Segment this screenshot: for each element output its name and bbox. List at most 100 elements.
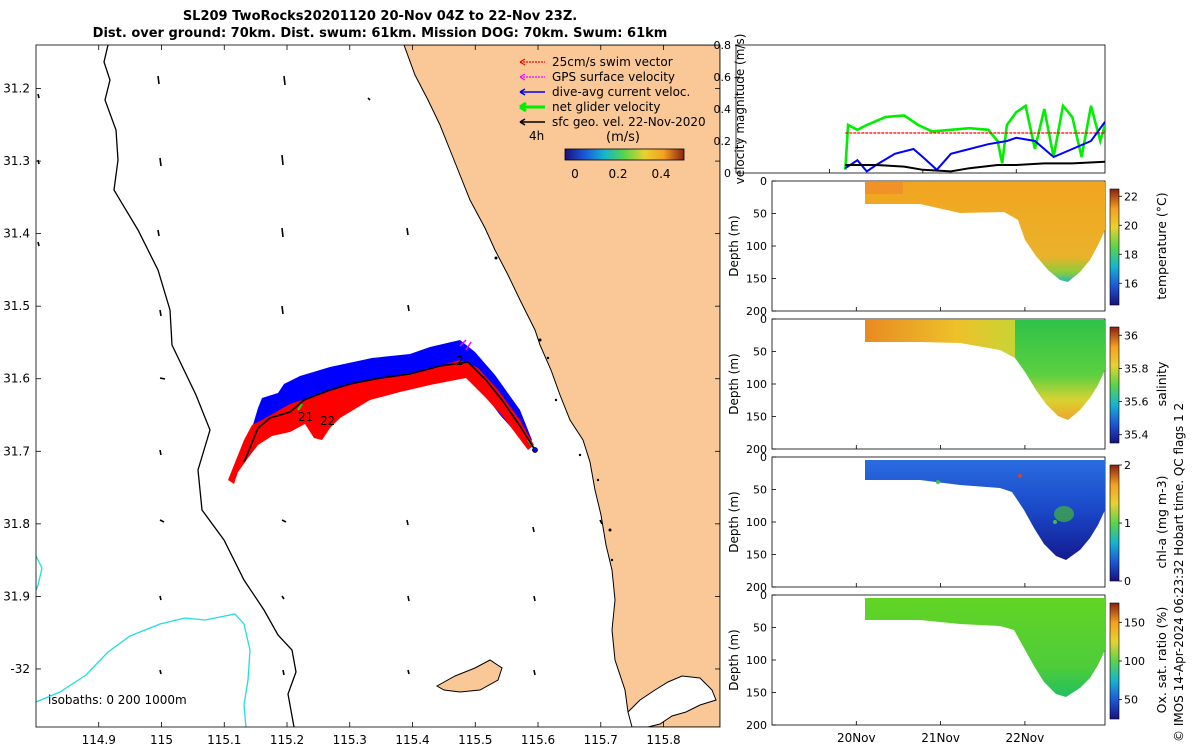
map-y-tick-label: 31.6	[3, 372, 30, 386]
velocity-y-tick-label: 0.8	[714, 39, 732, 52]
svg-text:25cm/s swim vector: 25cm/s swim vector	[552, 55, 673, 69]
chlorophyll-section	[865, 460, 1105, 560]
map-y-tick-label: -32	[10, 662, 30, 676]
temperature-section	[865, 182, 1105, 282]
map-x-tick-label: 115.2	[270, 733, 304, 747]
colorbar-tick-label: 36	[1124, 329, 1138, 342]
depth-tick-label: 50	[753, 346, 767, 359]
map-y-tick-label: 31.8	[3, 517, 30, 531]
velocity-panel: 0 0.2 0.4 0.6 0.8 velocity magnitude (m/s)	[714, 34, 1106, 185]
map-x-tick-label: 115	[150, 733, 173, 747]
legend-4h-label: 4h	[529, 129, 544, 143]
depth-tick-label: 200	[746, 443, 767, 456]
gps-surface-marks	[459, 339, 472, 351]
salinity-section	[1015, 320, 1105, 420]
oxygen-panel	[771, 594, 1106, 726]
velocity-y-tick-label: 0.4	[714, 103, 732, 116]
colorbar-label: chl-a (mg m-3)	[1154, 476, 1169, 569]
colorbar-tick-02: 0.2	[608, 167, 627, 181]
map-y-tick-label: 31.7	[3, 444, 30, 458]
depth-axis-label: Depth (m)	[727, 491, 741, 552]
swim-vector-swath	[228, 360, 534, 484]
colorbar-tick-label: 16	[1124, 277, 1138, 290]
colorbar-tick-04: 0.4	[651, 167, 670, 181]
time-tick-label: 20Nov	[837, 731, 876, 745]
speed-colorbar	[564, 148, 685, 161]
track-label-21: 21	[298, 410, 313, 424]
isobath-200	[103, 45, 297, 727]
map-x-tick-label: 115.5	[458, 733, 492, 747]
depth-axis-label: Depth (m)	[727, 353, 741, 414]
colorbar-label: Ox. sat. ratio (%)	[1154, 607, 1169, 714]
depth-axis-label: Depth (m)	[727, 629, 741, 690]
svg-text:net glider velocity: net glider velocity	[552, 100, 660, 114]
velocity-y-tick-label: 0.2	[714, 135, 732, 148]
depth-tick-label: 200	[746, 305, 767, 318]
depth-tick-label: 0	[760, 313, 767, 326]
map-x-tick-label: 115.6	[521, 733, 555, 747]
colorbar-tick-label: 35.6	[1124, 396, 1149, 409]
colorbar	[1109, 188, 1120, 306]
map-x-tick-label: 114.9	[82, 733, 116, 747]
depth-tick-label: 0	[760, 451, 767, 464]
colorbar-tick-label: 50	[1124, 694, 1138, 707]
depth-tick-label: 50	[753, 484, 767, 497]
track-label-22: 22	[320, 414, 335, 428]
svg-text:dive-avg current veloc.: dive-avg current veloc.	[552, 85, 690, 99]
map-y-tick-label: 31.3	[3, 154, 30, 168]
map-y-tick-label: 31.5	[3, 299, 30, 313]
copyright-note: © IMOS 14-Apr-2024 06:23:32 Hobart time.…	[1172, 402, 1186, 742]
velocity-series-3	[845, 160, 1105, 173]
colorbar-tick-label: 2	[1124, 459, 1131, 472]
map-y-tick-label: 31.9	[3, 589, 30, 603]
map-y-tick-label: 31.2	[3, 82, 30, 96]
figure-title: SL209 TwoRocks20201120 20-Nov 04Z to 22-…	[30, 8, 730, 42]
colorbar-tick-label: 150	[1124, 616, 1145, 629]
colorbar-tick-label: 0	[1124, 575, 1131, 588]
glider-track	[228, 339, 538, 484]
isobath-1000	[36, 555, 251, 727]
time-tick-label: 22Nov	[1006, 731, 1045, 745]
depth-tick-label: 150	[746, 687, 767, 700]
track-line	[243, 361, 536, 463]
depth-tick-label: 100	[746, 654, 767, 667]
depth-tick-label: 100	[746, 240, 767, 253]
colorbar-tick-label: 35.4	[1124, 429, 1149, 442]
colorbar-tick-label: 100	[1124, 655, 1145, 668]
svg-text:sfc geo. vel. 22-Nov-2020: sfc geo. vel. 22-Nov-2020	[552, 115, 706, 129]
colorbar	[1109, 602, 1120, 720]
colorbar-unit-label: (m/s)	[606, 130, 640, 145]
time-tick-label: 21Nov	[921, 731, 960, 745]
velocity-y-tick-label: 0.6	[714, 71, 732, 84]
colorbar-tick-label: 1	[1124, 517, 1131, 530]
colorbar	[1109, 464, 1120, 582]
salinity-panel	[771, 318, 1106, 450]
glider-position	[532, 447, 538, 453]
velocity-series-2	[844, 121, 1105, 173]
map-axes: 114.9 115 115.1 115.2 115.3 115.4 115.5 115.6 11…	[3, 45, 720, 747]
map-panel: 21 22 2 25cm/s swim vector GPS surface v…	[3, 44, 721, 747]
legend-item-geo: sfc geo. vel. 22-Nov-2020	[519, 115, 706, 129]
colorbar-label: salinity	[1154, 361, 1169, 406]
svg-text:GPS surface velocity: GPS surface velocity	[552, 70, 675, 84]
colorbar-tick-label: 22	[1124, 190, 1138, 203]
map-legend: 25cm/s swim vector GPS surface velocity …	[519, 55, 706, 181]
map-x-tick-label: 115.4	[395, 733, 429, 747]
depth-tick-label: 100	[746, 516, 767, 529]
depth-tick-label: 200	[746, 719, 767, 732]
map-x-tick-label: 115.3	[333, 733, 367, 747]
depth-axis-label: Depth (m)	[727, 215, 741, 276]
depth-tick-label: 50	[753, 622, 767, 635]
map-x-tick-label: 115.7	[584, 733, 618, 747]
depth-tick-label: 50	[753, 208, 767, 221]
velocity-ylabel: velocity magnitude (m/s)	[733, 34, 747, 185]
map-x-tick-label: 115.1	[207, 733, 241, 747]
geo-velocity-arrows	[37, 75, 603, 676]
island	[435, 659, 503, 693]
reef-specks	[494, 256, 614, 562]
depth-tick-label: 0	[760, 175, 767, 188]
legend-item-net: net glider velocity	[519, 100, 660, 114]
oxygen-section	[865, 598, 1105, 697]
